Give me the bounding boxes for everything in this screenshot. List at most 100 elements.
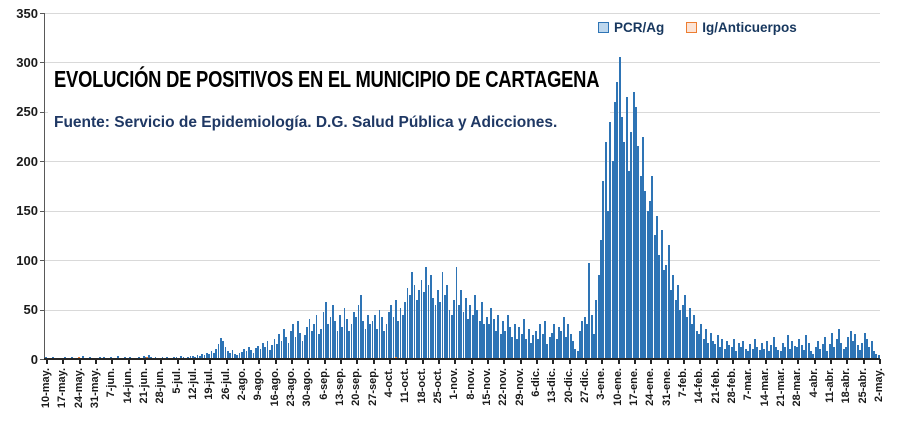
bar-pcr-ag: [404, 301, 407, 359]
x-axis-label: 13-dic.: [546, 368, 559, 403]
bar-pcr-ag: [266, 341, 269, 359]
bar-pcr-ag: [656, 215, 658, 359]
bar-pcr-ag: [695, 331, 698, 359]
x-axis-label: 24-ene.: [644, 368, 657, 406]
x-axis-tick: [95, 359, 98, 364]
x-axis-tick: [291, 359, 294, 364]
bar-pcr-ag: [737, 343, 740, 359]
bar-pcr-ag: [142, 356, 145, 359]
bar-pcr-ag: [719, 347, 721, 359]
legend-item-pcr-ag: PCR/Ag: [598, 20, 664, 35]
bar-pcr-ag: [688, 307, 691, 359]
bar-pcr-ag: [712, 341, 714, 359]
bar-pcr-ag: [670, 289, 672, 359]
bar-pcr-ag: [434, 304, 437, 359]
x-axis-tick: [846, 359, 849, 364]
bar-pcr-ag: [292, 324, 295, 359]
bar-pcr-ag: [271, 345, 274, 359]
bar-pcr-ag: [525, 339, 528, 359]
x-axis-tick: [682, 359, 685, 364]
bar-pcr-ag: [257, 346, 260, 359]
x-axis-tick: [46, 359, 49, 364]
bar-pcr-ag: [744, 349, 747, 359]
bar-pcr-ag: [637, 146, 640, 359]
bar-pcr-ag: [555, 339, 558, 359]
bar-pcr-ag: [336, 331, 339, 359]
y-axis-label: 200: [16, 153, 38, 169]
bar-pcr-ag: [212, 353, 215, 359]
bar-pcr-ag: [495, 331, 498, 359]
x-axis-label: 20-sep.: [350, 368, 363, 406]
x-axis-tick: [878, 359, 881, 364]
gridline: [45, 13, 880, 14]
bar-pcr-ag: [520, 334, 523, 359]
bar-pcr-ag: [441, 272, 444, 359]
bar-pcr-ag: [383, 331, 386, 359]
bar-pcr-ag: [425, 267, 428, 359]
bar-pcr-ag: [749, 344, 752, 359]
bar-pcr-ag: [691, 324, 693, 359]
x-axis-tick: [389, 359, 392, 364]
bar-pcr-ag: [852, 341, 854, 359]
bar-pcr-ag: [303, 335, 306, 359]
x-axis-label: 17-may.: [56, 368, 69, 409]
bar-pcr-ag: [649, 200, 651, 359]
x-axis-label: 28-mar.: [791, 368, 804, 407]
x-axis-tick: [258, 359, 261, 364]
bar-pcr-ag: [348, 331, 351, 359]
bar-pcr-ag: [597, 274, 600, 359]
bar-pcr-ag: [399, 307, 402, 359]
x-axis-tick: [421, 359, 424, 364]
x-axis-tick: [193, 359, 196, 364]
bar-pcr-ag: [798, 339, 801, 359]
bar-pcr-ag: [677, 284, 679, 359]
bar-pcr-ag: [373, 314, 376, 359]
bar-pcr-ag: [789, 349, 791, 359]
bar-pcr-ag: [401, 314, 404, 359]
bar-pcr-ag: [492, 319, 495, 359]
bar-pcr-ag: [728, 345, 731, 359]
x-axis-tick: [372, 359, 375, 364]
bar-pcr-ag: [786, 335, 789, 359]
bar-pcr-ag: [329, 317, 332, 359]
bar-pcr-ag: [768, 351, 770, 359]
bar-pcr-ag: [364, 329, 367, 359]
bar-pcr-ag: [527, 329, 530, 359]
y-axis-label: 0: [30, 351, 38, 367]
bar-pcr-ag: [289, 331, 292, 359]
bar-pcr-ag: [684, 294, 686, 359]
bar-pcr-ag: [621, 116, 623, 359]
bar-pcr-ag: [646, 210, 649, 359]
x-axis-tick: [144, 359, 147, 364]
x-axis-tick: [633, 359, 636, 364]
bar-pcr-ag: [623, 141, 626, 359]
x-axis-tick: [160, 359, 163, 364]
bar-pcr-ag: [408, 294, 411, 359]
bar-pcr-ag: [541, 334, 544, 359]
bar-pcr-ag: [490, 307, 493, 359]
bar-pcr-ag: [693, 314, 696, 359]
bar-pcr-ag: [595, 299, 598, 359]
y-axis-label: 300: [16, 54, 38, 70]
bar-pcr-ag: [334, 321, 337, 359]
x-axis-tick: [748, 359, 751, 364]
bar-pcr-ag: [394, 299, 397, 359]
bar-pcr-ag: [217, 344, 220, 359]
x-axis-label: 29-nov.: [513, 368, 526, 406]
bar-pcr-ag: [406, 287, 409, 359]
bar-pcr-ag: [740, 347, 742, 359]
bar-pcr-ag: [530, 343, 532, 359]
y-axis-label: 50: [23, 302, 38, 318]
x-axis-tick: [340, 359, 343, 364]
bar-pcr-ag: [294, 337, 297, 359]
x-axis-tick: [454, 359, 457, 364]
bar-pcr-ag: [236, 355, 239, 359]
bar-pcr-ag: [642, 136, 644, 359]
x-axis-label: 4-oct.: [383, 368, 396, 398]
bar-pcr-ag: [532, 335, 535, 359]
bar-pcr-ag: [378, 309, 381, 359]
bar-pcr-ag: [840, 343, 843, 359]
x-axis-label: 12-jul.: [187, 368, 200, 400]
bar-pcr-ag: [803, 350, 805, 359]
bar-pcr-ag: [796, 347, 798, 359]
